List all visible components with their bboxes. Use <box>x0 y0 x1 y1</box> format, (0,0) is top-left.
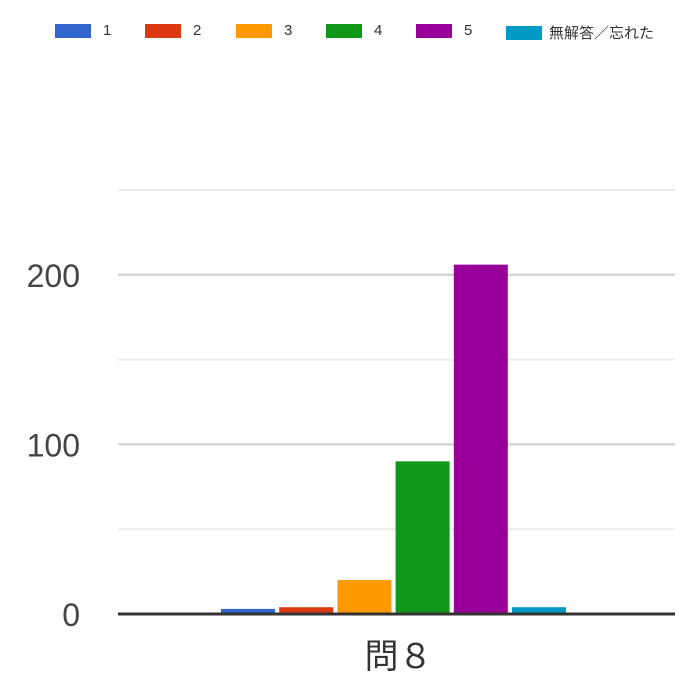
legend-item: 4 <box>326 22 382 39</box>
bar-series-1 <box>221 608 275 614</box>
legend-swatch <box>326 23 362 38</box>
legend-item: 無解答／忘れた <box>506 22 654 43</box>
bar-series-4 <box>395 461 450 614</box>
legend-swatch <box>145 23 181 38</box>
legend-label: 1 <box>103 22 112 39</box>
x-category-label: 問８ <box>365 638 433 676</box>
legend-swatch <box>236 23 272 38</box>
legend-swatch <box>506 25 542 40</box>
legend: 1 2 3 4 5 無解答／忘れた <box>0 22 700 44</box>
bar-series-3 <box>337 580 392 614</box>
y-tick-label: 200 <box>27 258 80 294</box>
y-tick-label: 0 <box>62 597 80 633</box>
y-tick-label: 100 <box>27 427 80 463</box>
legend-swatch <box>55 23 91 38</box>
bar-series-2 <box>279 607 334 614</box>
legend-item: 3 <box>236 22 292 39</box>
legend-label: 3 <box>284 22 293 39</box>
legend-label: 5 <box>464 22 473 39</box>
legend-item: 1 <box>55 22 111 39</box>
legend-label: 2 <box>193 22 202 39</box>
bar-series-無解答／忘れた <box>512 607 566 614</box>
bar-series-5 <box>453 264 508 614</box>
legend-swatch <box>416 23 452 38</box>
legend-item: 2 <box>145 22 201 39</box>
legend-label: 4 <box>374 22 383 39</box>
legend-item: 5 <box>416 22 472 39</box>
legend-label: 無解答／忘れた <box>549 25 655 42</box>
